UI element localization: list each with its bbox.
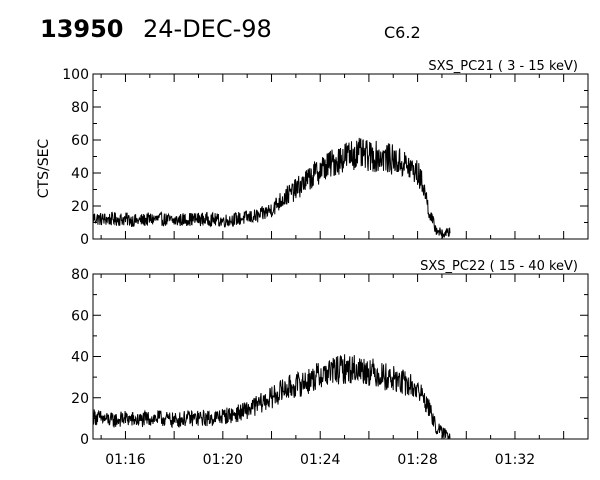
y-tick-label: 20	[71, 391, 89, 407]
event-date: 24-DEC-98	[143, 15, 272, 43]
lightcurve-line-2	[92, 354, 451, 439]
y-tick-label: 100	[62, 67, 89, 83]
x-tick-label: 01:16	[105, 452, 145, 468]
y-tick-label: 80	[71, 267, 89, 283]
event-number: 13950	[40, 15, 124, 43]
y-tick-label: 20	[71, 199, 89, 215]
x-tick-label: 01:32	[495, 452, 535, 468]
y-axis-label: CTS/SEC	[36, 139, 52, 199]
x-tick-label: 01:24	[300, 452, 340, 468]
lightcurve-line-1	[92, 137, 451, 239]
y-tick-label: 0	[80, 232, 89, 248]
y-tick-label: 40	[71, 350, 89, 366]
y-tick-label: 60	[71, 308, 89, 324]
y-tick-label: 80	[71, 100, 89, 116]
x-tick-label: 01:28	[397, 452, 437, 468]
panel-title: SXS_PC22 ( 15 - 40 keV)	[420, 259, 578, 274]
flare-class: C6.2	[384, 23, 421, 42]
y-tick-label: 40	[71, 166, 89, 182]
panel-title: SXS_PC21 ( 3 - 15 keV)	[428, 59, 578, 74]
y-tick-label: 0	[80, 432, 89, 448]
y-tick-label: 60	[71, 133, 89, 149]
x-tick-label: 01:20	[203, 452, 243, 468]
